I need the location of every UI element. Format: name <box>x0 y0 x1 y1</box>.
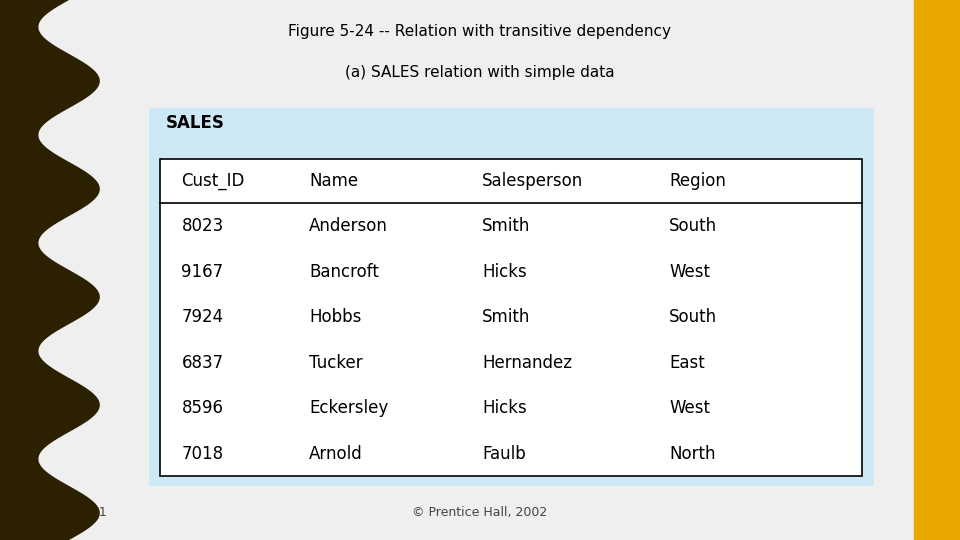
Text: Smith: Smith <box>482 308 530 326</box>
Text: 8596: 8596 <box>181 399 224 417</box>
Text: Hicks: Hicks <box>482 399 527 417</box>
Text: 8023: 8023 <box>181 217 224 235</box>
Text: Arnold: Arnold <box>309 444 363 463</box>
Text: SALES: SALES <box>166 114 225 132</box>
Text: Hernandez: Hernandez <box>482 354 572 372</box>
Text: 6837: 6837 <box>181 354 224 372</box>
Text: West: West <box>669 262 710 281</box>
Text: Faulb: Faulb <box>482 444 526 463</box>
Text: Bancroft: Bancroft <box>309 262 379 281</box>
Text: © Prentice Hall, 2002: © Prentice Hall, 2002 <box>413 507 547 519</box>
Text: 9167: 9167 <box>181 262 224 281</box>
Text: Region: Region <box>669 172 726 190</box>
Polygon shape <box>0 0 100 540</box>
Text: Smith: Smith <box>482 217 530 235</box>
Text: Hobbs: Hobbs <box>309 308 362 326</box>
Text: Anderson: Anderson <box>309 217 388 235</box>
Text: Salesperson: Salesperson <box>482 172 583 190</box>
Text: Eckersley: Eckersley <box>309 399 389 417</box>
FancyBboxPatch shape <box>149 108 874 486</box>
Text: Figure 5-24 -- Relation with transitive dependency: Figure 5-24 -- Relation with transitive … <box>289 24 671 39</box>
Text: South: South <box>669 308 717 326</box>
FancyBboxPatch shape <box>160 159 862 476</box>
Text: 7924: 7924 <box>181 308 224 326</box>
Text: South: South <box>669 217 717 235</box>
Text: (a) SALES relation with simple data: (a) SALES relation with simple data <box>346 65 614 80</box>
Text: Hicks: Hicks <box>482 262 527 281</box>
Text: Name: Name <box>309 172 358 190</box>
Text: 31: 31 <box>91 507 107 519</box>
Text: North: North <box>669 444 715 463</box>
Text: Tucker: Tucker <box>309 354 363 372</box>
Text: West: West <box>669 399 710 417</box>
Text: East: East <box>669 354 705 372</box>
Text: Cust_ID: Cust_ID <box>181 172 245 190</box>
Text: 7018: 7018 <box>181 444 224 463</box>
